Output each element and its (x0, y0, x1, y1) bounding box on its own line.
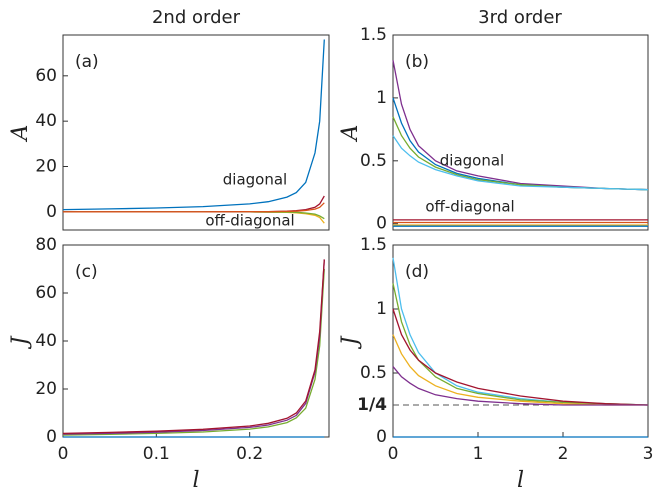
y-tick-label: 1.5 (360, 235, 387, 255)
y-axis-label: A (338, 125, 363, 143)
series-line (62, 268, 325, 436)
annotation: diagonal (223, 171, 287, 189)
x-tick-label: 0.2 (236, 444, 263, 464)
x-tick-label: 0 (388, 444, 399, 464)
x-tick-label: 2 (558, 444, 569, 464)
annotation: off-diagonal (205, 212, 294, 230)
y-tick-label: 40 (35, 331, 57, 351)
series-line (392, 116, 649, 191)
annotation: diagonal (440, 152, 504, 170)
y-axis-label: A (8, 125, 33, 143)
y-tick-label: 0.5 (360, 363, 387, 383)
annotation: off-diagonal (425, 198, 514, 216)
series-line (392, 308, 649, 406)
series-line (392, 366, 648, 406)
x-tick-label: 1 (473, 444, 484, 464)
y-axis-label: J (8, 335, 33, 349)
y-tick-label: 40 (35, 111, 57, 131)
reference-label: 1/4 (357, 395, 387, 415)
series-line (62, 259, 325, 435)
plot-frame (62, 244, 330, 438)
column-header: 3rd order (478, 7, 562, 28)
x-tick-label: 0.1 (143, 444, 170, 464)
y-tick-label: 0 (46, 202, 57, 222)
series-line (392, 283, 649, 406)
series-line (63, 202, 325, 213)
series-line (392, 97, 649, 191)
y-tick-label: 60 (35, 283, 57, 303)
panel-label: (d) (405, 262, 429, 282)
series-line (392, 135, 649, 191)
y-tick-label: 20 (35, 157, 57, 177)
y-tick-label: 1.5 (360, 25, 387, 45)
plot-frame (392, 34, 649, 231)
x-axis-label: l (517, 468, 524, 493)
y-tick-label: 80 (35, 235, 57, 255)
y-tick-label: 0 (46, 427, 57, 447)
panel-label: (a) (75, 52, 99, 72)
y-tick-label: 1 (376, 299, 387, 319)
y-tick-label: 0.5 (360, 151, 387, 171)
column-header: 2nd order (152, 7, 241, 28)
panel-label: (c) (75, 262, 98, 282)
series-line (62, 39, 325, 211)
y-tick-label: 0 (376, 214, 387, 234)
x-tick-label: 3 (643, 444, 653, 464)
y-axis-label: J (338, 335, 363, 349)
series-line (392, 334, 648, 406)
series-line (62, 259, 325, 435)
plot-frame (392, 244, 649, 438)
y-tick-label: 0 (376, 427, 387, 447)
y-tick-label: 60 (35, 66, 57, 86)
y-tick-label: 1 (376, 88, 387, 108)
panel-label: (b) (405, 52, 429, 72)
x-axis-label: l (192, 468, 199, 493)
series-line (392, 60, 649, 191)
y-tick-label: 20 (35, 379, 57, 399)
plot-frame (62, 34, 330, 231)
x-tick-label: 0 (58, 444, 69, 464)
